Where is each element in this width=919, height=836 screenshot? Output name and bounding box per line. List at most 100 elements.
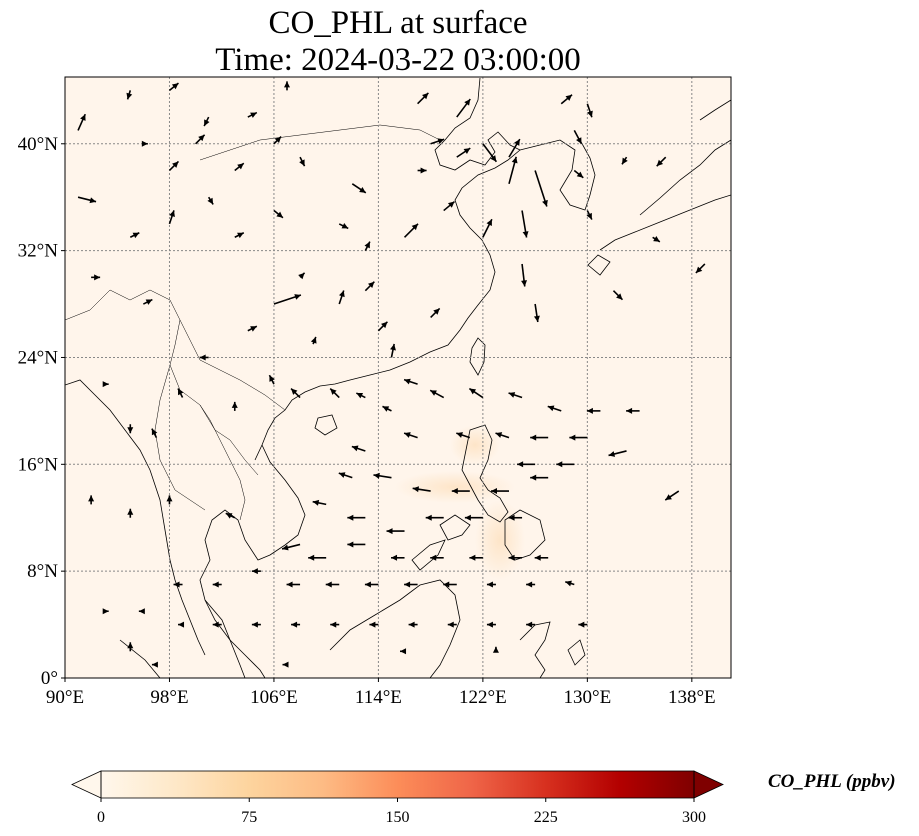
wind-arrow: [338, 290, 345, 305]
colorbar-tick-label: 75: [241, 809, 257, 826]
wind-arrow: [586, 210, 593, 220]
wind-arrow: [351, 183, 367, 194]
wind-arrow: [412, 486, 431, 493]
coastline-myanmar: [65, 379, 206, 656]
wind-arrow: [312, 499, 327, 506]
wind-arrow: [521, 263, 528, 287]
wind-arrow: [203, 116, 210, 127]
wind-arrow: [573, 169, 584, 179]
wind-arrow: [526, 621, 536, 628]
wind-arrow: [364, 281, 375, 292]
wind-arrow: [403, 223, 419, 238]
graticule: [65, 77, 731, 678]
colorbar-gradient: [101, 771, 694, 798]
wind-arrow: [291, 621, 301, 628]
wind-arrow: [534, 554, 549, 561]
wind-arrow: [231, 401, 238, 411]
wind-arrow: [443, 581, 457, 588]
wind-arrow: [207, 196, 214, 205]
map-frame: [64, 76, 732, 679]
wind-arrow: [177, 388, 184, 398]
wind-arrow: [612, 290, 624, 301]
wind-arrow: [456, 147, 471, 158]
wind-arrow: [247, 325, 258, 332]
wind-arrow: [373, 472, 392, 479]
wind-arrow: [547, 405, 562, 412]
wind-arrow: [347, 514, 366, 521]
lon-tick-label: 114°E: [355, 687, 402, 708]
wind-arrow: [88, 495, 95, 505]
wind-arrow: [464, 514, 483, 521]
coastline-japan: [587, 99, 731, 276]
colorbar-tick-label: 150: [386, 809, 410, 826]
wind-arrow: [447, 621, 457, 628]
wind-arrow: [127, 642, 134, 652]
wind-arrow: [430, 554, 444, 561]
wind-arrow: [533, 303, 540, 323]
wind-arrow: [534, 170, 548, 207]
wind-arrow: [142, 298, 153, 305]
lon-tick-label: 130°E: [563, 687, 611, 708]
wind-arrow: [351, 445, 366, 452]
colorbar-ticks: 0 75 150 225 300: [97, 798, 706, 826]
wind-arrow: [626, 407, 640, 414]
ocean-background: [65, 77, 731, 678]
wind-vectors: [77, 81, 706, 668]
lon-tick-label: 98°E: [150, 687, 188, 708]
wind-arrow: [310, 336, 317, 345]
lat-tick-label: 16°N: [18, 454, 59, 475]
wind-arrow: [308, 554, 327, 561]
wind-arrow: [225, 512, 236, 519]
co-plume-visayas: [475, 500, 525, 580]
lat-tick-label: 0°: [41, 668, 58, 689]
wind-arrow: [664, 490, 680, 501]
wind-arrow: [652, 236, 661, 243]
wind-arrow: [429, 389, 445, 399]
coastline-hainan: [314, 414, 338, 436]
wind-arrow: [102, 608, 109, 615]
wind-arrow: [273, 136, 282, 145]
colorbar-tick-label: 300: [682, 809, 706, 826]
longitude-axis: 90°E 98°E 106°E 114°E 122°E 130°E 138°E: [46, 678, 716, 708]
map-plot-area: [64, 76, 732, 679]
wind-arrow: [127, 424, 134, 434]
coastline-china: [254, 77, 521, 461]
wind-arrow: [456, 432, 471, 439]
wind-arrow: [282, 661, 289, 668]
wind-arrow: [530, 474, 549, 481]
wind-arrow: [530, 434, 549, 441]
coastline-borneo: [329, 579, 461, 678]
wind-arrow: [469, 554, 483, 561]
wind-arrow: [273, 294, 302, 305]
wind-arrow: [390, 343, 396, 358]
wind-arrow: [338, 472, 353, 479]
wind-arrow: [403, 378, 418, 385]
wind-arrow: [151, 661, 158, 668]
wind-arrow: [486, 621, 496, 628]
wind-arrow: [268, 374, 275, 385]
lon-tick-label: 90°E: [46, 687, 84, 708]
colorbar-tick-label: 0: [97, 809, 105, 826]
wind-arrow: [91, 274, 101, 281]
map-subtitle: Time: 2024-03-22 03:00:00: [215, 42, 581, 78]
lon-tick-label: 122°E: [459, 687, 507, 708]
wind-arrow: [284, 81, 290, 91]
wind-arrow: [129, 232, 140, 239]
wind-arrow: [482, 218, 493, 238]
wind-arrow: [430, 138, 445, 145]
wind-arrow: [299, 156, 306, 167]
wind-arrow: [251, 621, 261, 628]
wind-arrow: [126, 90, 133, 100]
wind-arrow: [199, 354, 209, 361]
wind-arrow: [212, 621, 222, 628]
wind-arrow: [325, 581, 340, 588]
wind-arrow: [391, 554, 405, 561]
lat-tick-label: 40°N: [18, 134, 59, 155]
lat-tick-label: 32°N: [18, 241, 59, 262]
colorbar-tick-label: 225: [534, 809, 558, 826]
wind-arrow: [168, 210, 175, 225]
co-plume-luzon: [450, 425, 500, 465]
wind-arrow: [491, 488, 509, 495]
wind-arrow: [364, 581, 379, 588]
wind-arrow: [286, 581, 301, 588]
